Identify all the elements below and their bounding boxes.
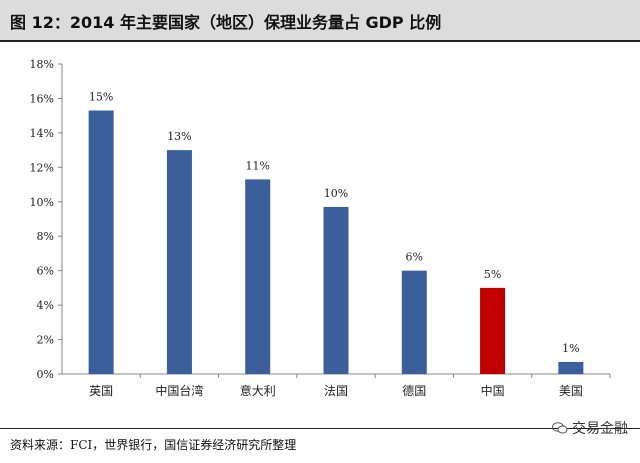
data-label: 6%	[406, 251, 423, 264]
bar	[480, 287, 506, 374]
data-label: 13%	[167, 130, 191, 143]
x-tick-label: 美国	[559, 384, 583, 398]
x-tick-label: 德国	[402, 383, 426, 398]
y-tick-label: 2%	[37, 334, 54, 347]
bar	[245, 179, 271, 374]
y-tick-label: 14%	[30, 127, 54, 140]
source-note: 资料来源：FCI，世界银行，国信证券经济研究所整理	[10, 438, 297, 452]
x-tick-label: 中国台湾	[155, 383, 203, 398]
data-label: 11%	[245, 159, 269, 172]
x-tick-label: 意大利	[240, 383, 276, 398]
y-tick-label: 6%	[37, 265, 54, 278]
watermark-text: 交易金融	[572, 421, 628, 437]
x-tick-label: 法国	[324, 384, 348, 398]
y-tick-label: 0%	[37, 368, 54, 381]
x-tick-label: 英国	[89, 384, 113, 398]
watermark: 交易金融	[552, 418, 628, 438]
bar	[323, 206, 349, 374]
data-label: 15%	[89, 91, 113, 104]
y-tick-label: 10%	[30, 196, 54, 209]
data-label: 5%	[484, 268, 501, 281]
bar-chart: 0% 2% 4% 6% 8% 10% 12% 14% 16% 18% 15% 英国 13% 中国台湾 11%…	[30, 58, 611, 398]
y-tick-label: 8%	[37, 230, 54, 243]
title-bar: 图 12：2014 年主要国家（地区）保理业务量占 GDP 比例	[0, 0, 640, 42]
x-tick-label: 中国	[481, 383, 505, 398]
figure-title: 图 12：2014 年主要国家（地区）保理业务量占 GDP 比例	[10, 13, 442, 32]
data-label: 1%	[562, 342, 579, 355]
bar	[166, 150, 192, 374]
wechat-icon	[552, 422, 568, 434]
y-tick-label: 4%	[37, 299, 54, 312]
source-divider	[0, 428, 640, 429]
y-tick-label: 18%	[30, 58, 54, 71]
bar	[88, 110, 114, 374]
y-tick-label: 12%	[30, 161, 54, 174]
bar	[401, 270, 427, 374]
data-label: 10%	[324, 187, 348, 200]
y-tick-label: 16%	[30, 92, 54, 105]
bar	[558, 361, 584, 374]
